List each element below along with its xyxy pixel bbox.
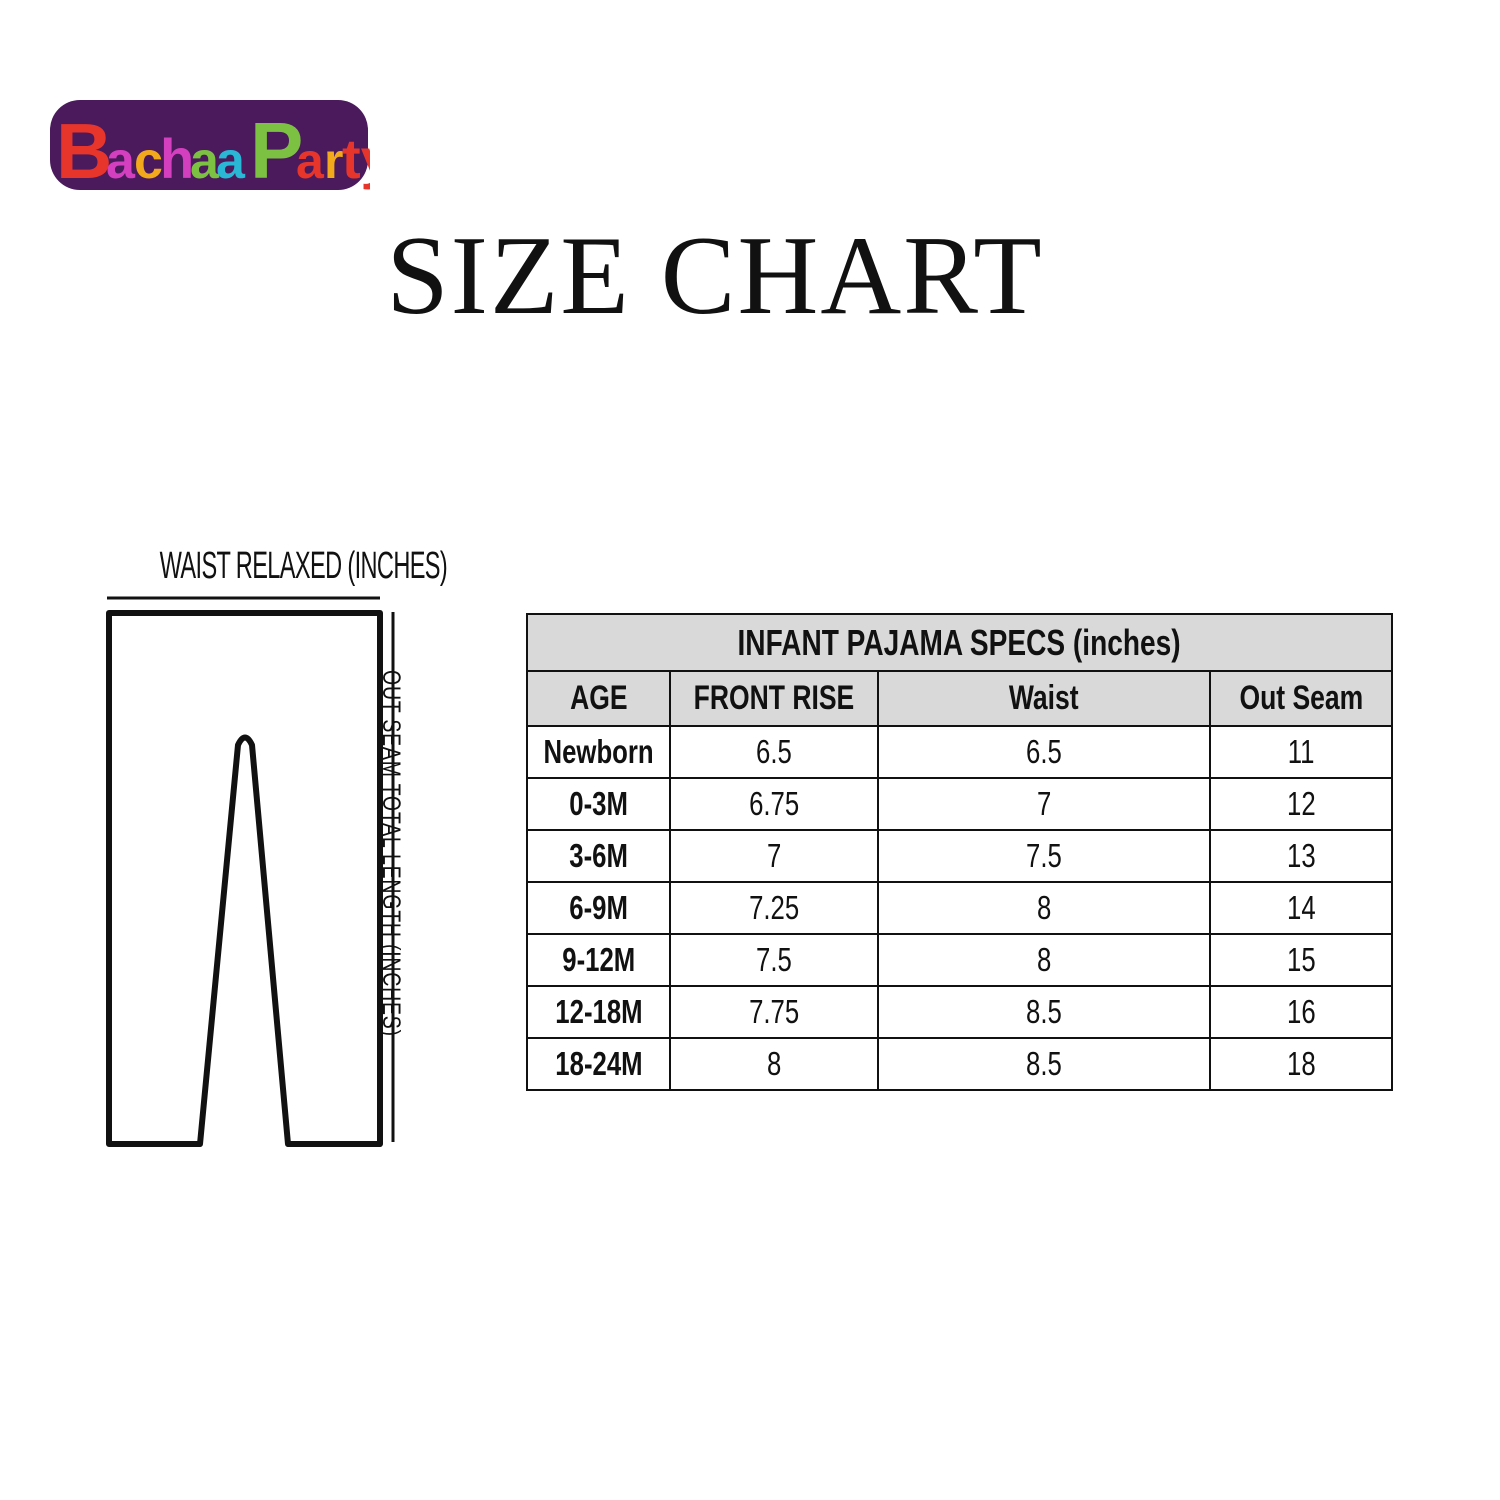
table-header: AGE FRONT RISE Waist Out Seam [525,670,1393,727]
cell-age: 6-9M [525,881,672,935]
cell-front-rise: 6.75 [669,777,880,831]
svg-text:a: a [190,132,220,190]
page-title: SIZE CHART [386,214,1044,338]
pajama-outline [106,610,383,1147]
size-table: INFANT PAJAMA SPECS (inches) AGE FRONT R… [525,613,1393,1091]
svg-text:a: a [216,132,246,190]
svg-text:a: a [296,133,325,189]
svg-text:ty: ty [342,127,370,190]
cell-front-rise: 7.5 [669,933,880,987]
cell-age: 0-3M [525,777,672,831]
cell-front-rise: 6.5 [669,725,880,779]
cell-out-seam: 18 [1209,1037,1393,1091]
table-row: 0-3M 6.75 7 12 [525,777,1393,831]
table-row: 3-6M 7 7.5 13 [525,829,1393,883]
cell-front-rise: 8 [669,1037,880,1091]
cell-out-seam: 14 [1209,881,1393,935]
cell-age: 18-24M [525,1037,672,1091]
cell-out-seam: 11 [1209,725,1393,779]
svg-text:h: h [160,127,194,190]
cell-waist: 7.5 [877,829,1212,883]
cell-waist: 8.5 [877,985,1212,1039]
cell-waist: 8 [877,881,1212,935]
cell-out-seam: 12 [1209,777,1393,831]
table-title: INFANT PAJAMA SPECS (inches) [526,613,1393,672]
table-row: 6-9M 7.25 8 14 [525,881,1393,935]
svg-text:c: c [134,132,163,190]
cell-out-seam: 15 [1209,933,1393,987]
cell-waist: 8 [877,933,1212,987]
brand-logo: B a c h a a P a r ty [50,100,370,194]
cell-out-seam: 16 [1209,985,1393,1039]
cell-front-rise: 7.25 [669,881,880,935]
cell-age: Newborn [525,725,672,779]
cell-waist: 6.5 [877,725,1212,779]
cell-out-seam: 13 [1209,829,1393,883]
table-row: Newborn 6.5 6.5 11 [525,725,1393,779]
svg-text:B: B [56,107,112,194]
cell-front-rise: 7 [669,829,880,883]
table-row: 9-12M 7.5 8 15 [525,933,1393,987]
svg-text:a: a [106,132,136,190]
cell-front-rise: 7.75 [669,985,880,1039]
waist-label: WAIST RELAXED (INCHES) [159,545,448,587]
outseam-label: OUT SEAM TOTAL LENGTH (INCHES) [377,670,405,1037]
cell-age: 3-6M [525,829,672,883]
svg-text:r: r [324,133,343,189]
header-age: AGE [525,670,672,727]
cell-age: 9-12M [525,933,672,987]
table-row: 12-18M 7.75 8.5 16 [525,985,1393,1039]
cell-age: 12-18M [525,985,672,1039]
table-row: 18-24M 8 8.5 18 [525,1037,1393,1091]
cell-waist: 7 [877,777,1212,831]
pajama-diagram [106,596,395,1147]
header-front-rise: FRONT RISE [669,670,880,727]
header-waist: Waist [877,670,1212,727]
cell-waist: 8.5 [877,1037,1212,1091]
svg-text:P: P [250,106,303,194]
header-out-seam: Out Seam [1209,670,1393,727]
